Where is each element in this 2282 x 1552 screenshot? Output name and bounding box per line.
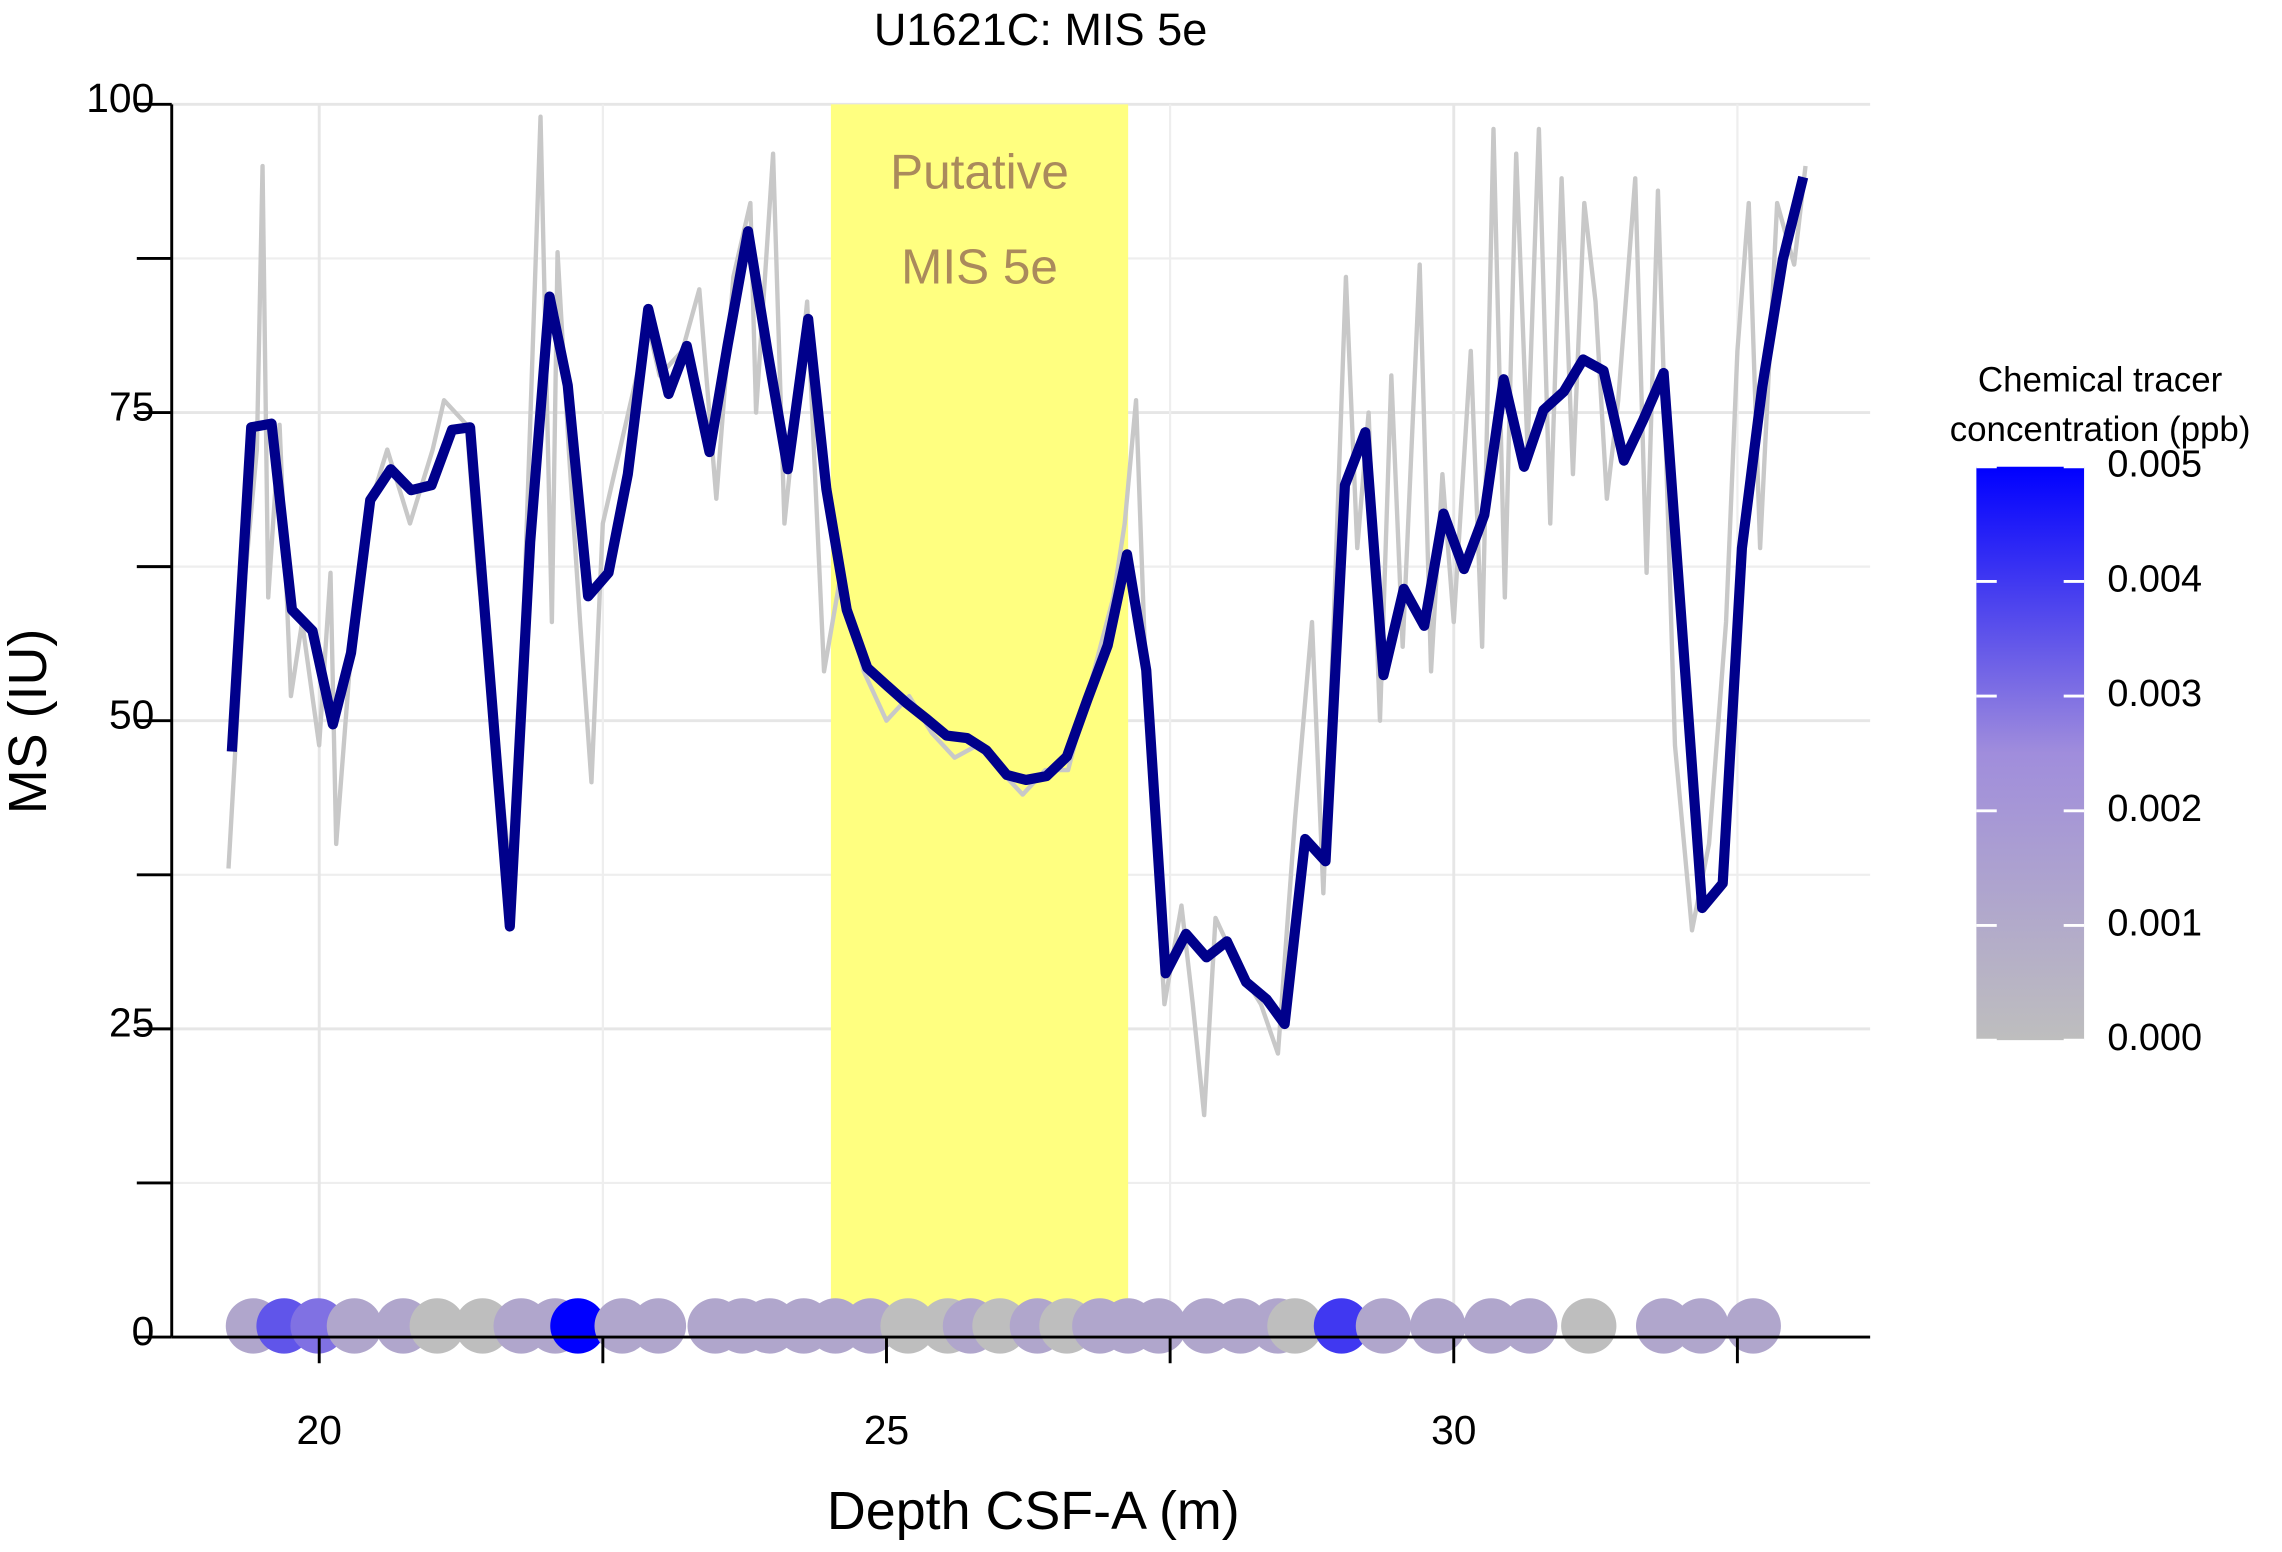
colorbar-tick-label: 0.003 — [2107, 673, 2202, 715]
point — [1463, 1298, 1519, 1354]
y-tick-label: 100 — [86, 75, 154, 121]
point — [1355, 1298, 1412, 1354]
point — [1131, 1298, 1187, 1354]
chart-title: U1621C: MIS 5e — [874, 4, 1207, 55]
point — [630, 1298, 687, 1354]
y-axis-label: MS (IU) — [0, 629, 58, 814]
y-tick-label: 25 — [109, 1000, 154, 1046]
x-tick-label: 25 — [864, 1407, 909, 1453]
point — [409, 1298, 465, 1354]
point — [454, 1298, 511, 1354]
point — [326, 1298, 383, 1354]
colorbar-tick-label: 0.001 — [2107, 902, 2202, 944]
y-tick-label: 0 — [132, 1308, 155, 1354]
colorbar — [1976, 466, 2085, 1041]
line-smoothed — [226, 175, 1809, 1030]
colorbar-tick-label: 0.004 — [2107, 558, 2202, 600]
x-tick-label: 30 — [1431, 1407, 1476, 1453]
point — [1410, 1298, 1466, 1354]
y-tick-label: 75 — [109, 383, 154, 429]
colorbar-tick-label: 0.002 — [2107, 788, 2202, 830]
x-tick-label: 20 — [297, 1407, 342, 1453]
x-axis-label: Depth CSF-A (m) — [827, 1481, 1240, 1541]
legend-title: Chemical tracer — [1978, 361, 2223, 400]
point — [1267, 1298, 1323, 1354]
point — [1561, 1298, 1617, 1354]
point — [1673, 1298, 1729, 1354]
legend-title: concentration (ppb) — [1950, 410, 2251, 449]
annotation: MIS 5e — [901, 239, 1058, 294]
point — [1502, 1298, 1558, 1354]
point — [880, 1298, 936, 1354]
colorbar-tick-label: 0.005 — [2107, 444, 2202, 486]
point — [1313, 1298, 1370, 1354]
colorbar-tick-label: 0.000 — [2107, 1017, 2202, 1059]
annotation: Putative — [890, 145, 1069, 200]
point — [1725, 1298, 1781, 1354]
y-tick-label: 50 — [109, 692, 154, 738]
point — [550, 1298, 606, 1354]
